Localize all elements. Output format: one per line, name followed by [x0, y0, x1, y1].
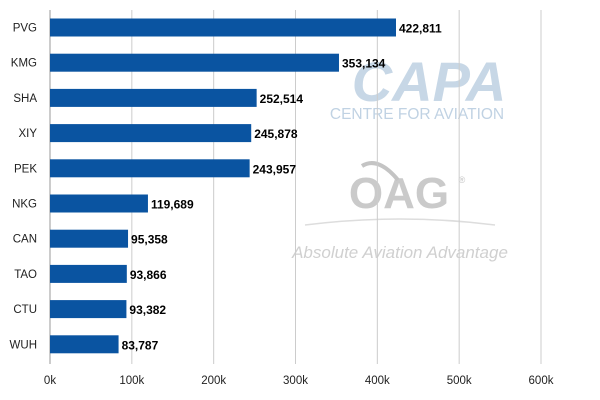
oag-registered-mark: ® [459, 175, 466, 185]
category-label: WUH [10, 339, 37, 351]
value-label: 95,358 [131, 233, 168, 247]
value-label: 93,382 [129, 303, 166, 317]
bar [50, 159, 250, 178]
x-tick-label: 500k [447, 375, 472, 387]
capa-subtitle: CENTRE FOR AVIATION [330, 106, 504, 123]
category-labels: PVG KMG SHA XIY PEK NKG CAN TAO CTU WUH [10, 23, 38, 352]
bar [50, 194, 148, 213]
value-label: 83,787 [122, 338, 159, 352]
value-label: 245,878 [254, 127, 298, 141]
bar [50, 88, 257, 107]
category-label: NKG [12, 199, 37, 211]
value-labels: 422,811 353,134 252,514 245,878 243,957 119,6… [122, 22, 442, 353]
x-tick-label: 400k [365, 375, 390, 387]
category-label: SHA [13, 93, 37, 105]
x-axis-tick-labels: 0k 100k 200k 300k 400k 500k 600k [44, 375, 554, 387]
value-label: 252,514 [260, 92, 304, 106]
category-label: XIY [18, 128, 37, 140]
bar [50, 264, 127, 283]
category-label: KMG [11, 58, 37, 70]
x-tick-label: 0k [44, 375, 56, 387]
oag-swoosh-icon [360, 161, 400, 182]
bar [50, 18, 397, 37]
bar [50, 53, 339, 72]
value-label: 119,689 [151, 198, 194, 212]
category-label: CTU [13, 304, 37, 316]
category-label: TAO [14, 269, 37, 281]
value-label: 353,134 [342, 57, 386, 71]
oag-divider [304, 218, 496, 226]
bar [50, 300, 127, 319]
category-label: PVG [13, 23, 37, 35]
category-label: CAN [13, 234, 37, 246]
oag-logo: OAG [349, 169, 449, 218]
category-label: PEK [14, 163, 37, 175]
bar [50, 229, 129, 248]
value-label: 422,811 [399, 22, 442, 36]
value-label: 93,866 [130, 268, 167, 282]
x-tick-label: 600k [529, 375, 554, 387]
oag-tagline: Absolute Aviation Advantage [291, 243, 508, 262]
bar [50, 335, 119, 354]
x-tick-label: 300k [283, 375, 308, 387]
value-label: 243,957 [253, 162, 297, 176]
x-tick-label: 100k [119, 375, 144, 387]
bar [50, 124, 252, 143]
x-tick-label: 200k [201, 375, 226, 387]
bars [50, 18, 397, 354]
oag-watermark: OAG ® Absolute Aviation Advantage [291, 161, 508, 262]
